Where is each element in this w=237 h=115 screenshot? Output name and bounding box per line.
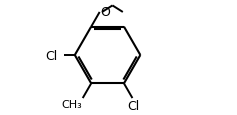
Text: CH₃: CH₃ bbox=[61, 99, 82, 109]
Text: Cl: Cl bbox=[45, 49, 57, 62]
Text: Cl: Cl bbox=[127, 99, 139, 112]
Text: O: O bbox=[100, 6, 110, 19]
